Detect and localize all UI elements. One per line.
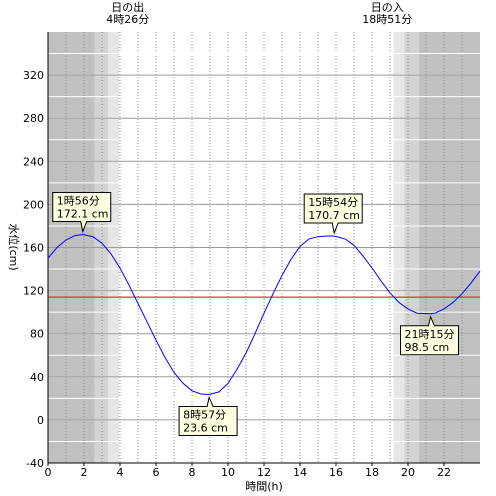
y-tick-label: 240 — [23, 155, 44, 168]
y-tick-label: 200 — [23, 198, 44, 211]
y-tick-label: 40 — [30, 371, 44, 384]
x-tick-label: 6 — [153, 466, 160, 479]
x-tick-label: 12 — [257, 466, 271, 479]
x-tick-label: 10 — [221, 466, 235, 479]
callout-time: 8時57分 — [183, 408, 226, 421]
y-tick-label: 160 — [23, 242, 44, 255]
y-tick-label: 280 — [23, 112, 44, 125]
x-tick-label: 2 — [81, 466, 88, 479]
callout-box — [52, 191, 112, 234]
y-tick-label: 0 — [37, 414, 44, 427]
series-group — [47, 233, 481, 396]
callout-value: 23.6 cm — [183, 421, 228, 434]
y-tick-label: -40 — [26, 457, 44, 470]
callout-box — [303, 193, 363, 235]
series-line — [47, 233, 481, 396]
sun-event-time: 18時51分 — [362, 13, 412, 26]
callout-time: 1時56分 — [57, 194, 100, 207]
tick-labels: 0 2 4 6 8 10 12 14 16 18 20 22-40040801201602002402… — [23, 69, 451, 479]
callout-time: 15時54分 — [308, 196, 358, 209]
x-axis-title: 時間(h) — [245, 480, 283, 493]
y-tick-label: 80 — [30, 328, 44, 341]
y-tick-label: 320 — [23, 69, 44, 82]
x-tick-label: 14 — [293, 466, 307, 479]
x-tick-label: 4 — [117, 466, 124, 479]
callout-value: 98.5 cm — [405, 341, 450, 354]
callout-time: 21時15分 — [405, 328, 455, 341]
callout-value: 172.1 cm — [57, 207, 109, 220]
sun-event-time: 4時26分 — [106, 13, 149, 26]
callout-box — [178, 395, 238, 436]
grid — [48, 32, 480, 464]
sun-event-name: 日の出 — [111, 0, 144, 14]
callout-box — [400, 315, 459, 356]
x-tick-label: 8 — [189, 466, 196, 479]
y-axis-title: 水位(cm) — [7, 223, 21, 270]
x-tick-label: 16 — [329, 466, 343, 479]
x-tick-label: 20 — [401, 466, 415, 479]
x-tick-label: 22 — [437, 466, 451, 479]
x-tick-label: 0 — [45, 466, 52, 479]
y-tick-label: 120 — [23, 285, 44, 298]
sun-event-name: 日の入 — [371, 1, 404, 14]
callout-value: 170.7 cm — [308, 209, 360, 222]
x-tick-label: 18 — [365, 466, 379, 479]
